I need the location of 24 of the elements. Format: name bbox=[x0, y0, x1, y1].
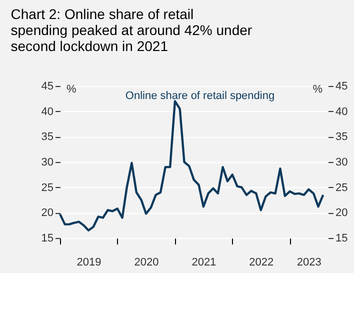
chart-title: Chart 2: Online share of retail spending peaked at around 42% under second lockdown in 2021 bbox=[10, 6, 252, 54]
y-tick-label: 30 bbox=[41, 156, 54, 168]
y-tick-label: 35 bbox=[41, 131, 54, 144]
y2-tick-label: 20 bbox=[336, 207, 348, 220]
y-tick-label: 25 bbox=[41, 182, 54, 194]
text: Online share of retail spending bbox=[125, 90, 275, 102]
y2-tick-label: 40 bbox=[336, 106, 348, 118]
y2-tick-label: 45 bbox=[336, 80, 348, 92]
y-tick-label: 45 bbox=[41, 80, 54, 92]
x-tick-label: 2023 bbox=[296, 256, 322, 268]
x-tick-label: 2019 bbox=[76, 256, 102, 268]
y2-tick-label: 15 bbox=[336, 232, 348, 244]
y2-tick-label: 35 bbox=[336, 131, 348, 144]
y2-axis-title: % bbox=[312, 84, 323, 96]
y-axis-title: % bbox=[66, 84, 76, 96]
y-tick-label: 15 bbox=[41, 232, 54, 244]
x-tick-label: 2022 bbox=[249, 256, 274, 268]
y2-tick-label: 30 bbox=[336, 156, 348, 168]
x-tick-label: 2021 bbox=[192, 256, 216, 268]
x-tick-label: 2020 bbox=[134, 256, 159, 268]
line-series bbox=[58, 100, 324, 232]
y-tick-label: 20 bbox=[41, 207, 54, 220]
y2-tick-label: 25 bbox=[336, 182, 348, 194]
y-tick-label: 40 bbox=[41, 106, 54, 118]
